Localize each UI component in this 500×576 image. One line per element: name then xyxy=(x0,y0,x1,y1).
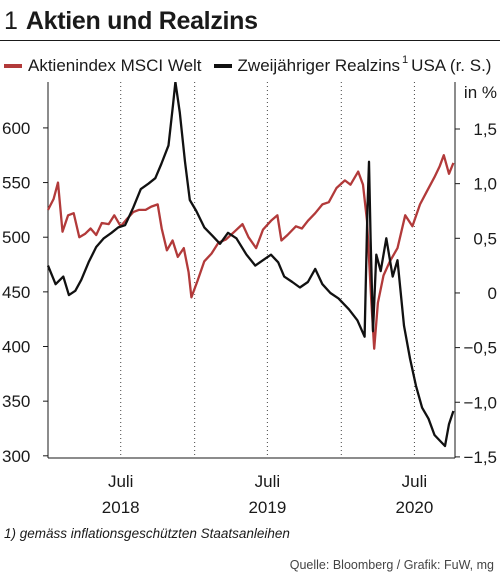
right-tick-label: 0,5 xyxy=(473,229,497,248)
right-tick-label: 0 xyxy=(488,284,497,303)
x-tick-label-month: Juli xyxy=(255,472,281,491)
right-tick-label: −0,5 xyxy=(463,339,497,358)
right-tick-label: −1,0 xyxy=(463,393,497,412)
source-credit: Quelle: Bloomberg / Grafik: FuW, mg xyxy=(289,558,494,572)
right-tick-label: −1,5 xyxy=(463,448,497,467)
series-line-msci xyxy=(46,154,455,350)
legend-footnote-marker: 1 xyxy=(402,54,409,66)
right-tick-label: 1,5 xyxy=(473,120,497,139)
footnote: 1) gemäss inflationsgeschützten Staatsan… xyxy=(4,526,290,541)
legend-label-msci: Aktienindex MSCI Welt xyxy=(28,56,202,75)
left-tick-label: 400 xyxy=(2,338,30,357)
x-tick-label-year: 2018 xyxy=(102,498,140,517)
legend: Aktienindex MSCI Welt Zweijähriger Realz… xyxy=(4,54,500,78)
right-tick-label: 1,0 xyxy=(473,175,497,194)
legend-label-realzins-suffix: USA (r. S.) xyxy=(411,56,492,75)
legend-swatch-realzins xyxy=(213,64,232,68)
x-tick-label-year: 2019 xyxy=(248,498,286,517)
legend-item-realzins: Zweijähriger Realzins 1 USA (r. S.) xyxy=(213,54,492,76)
left-tick-label: 600 xyxy=(2,119,30,138)
legend-swatch-msci xyxy=(4,64,22,68)
legend-label-realzins: Zweijähriger Realzins xyxy=(237,56,401,75)
left-tick-label: 350 xyxy=(2,392,30,411)
left-tick-label: 450 xyxy=(2,283,30,302)
x-tick-label-year: 2020 xyxy=(396,498,434,517)
series-line-realzins xyxy=(46,82,455,448)
left-tick-label: 500 xyxy=(2,228,30,247)
chart-number: 1 xyxy=(4,7,18,35)
left-tick-label: 550 xyxy=(2,174,30,193)
x-tick-label-month: Juli xyxy=(402,472,428,491)
title-divider xyxy=(0,40,500,41)
x-tick-label-month: Juli xyxy=(108,472,134,491)
chart-title-text: Aktien und Realzins xyxy=(25,7,258,35)
chart-title: 1 Aktien und Realzins xyxy=(4,6,258,36)
right-axis-unit: in % xyxy=(464,83,497,102)
legend-item-msci: Aktienindex MSCI Welt xyxy=(4,56,202,76)
left-tick-label: 300 xyxy=(2,447,30,466)
line-chart: 300 350 400 450 500 550 600 −1,5 −1,0 −0,5 0 0,5 1,0… xyxy=(2,82,497,517)
